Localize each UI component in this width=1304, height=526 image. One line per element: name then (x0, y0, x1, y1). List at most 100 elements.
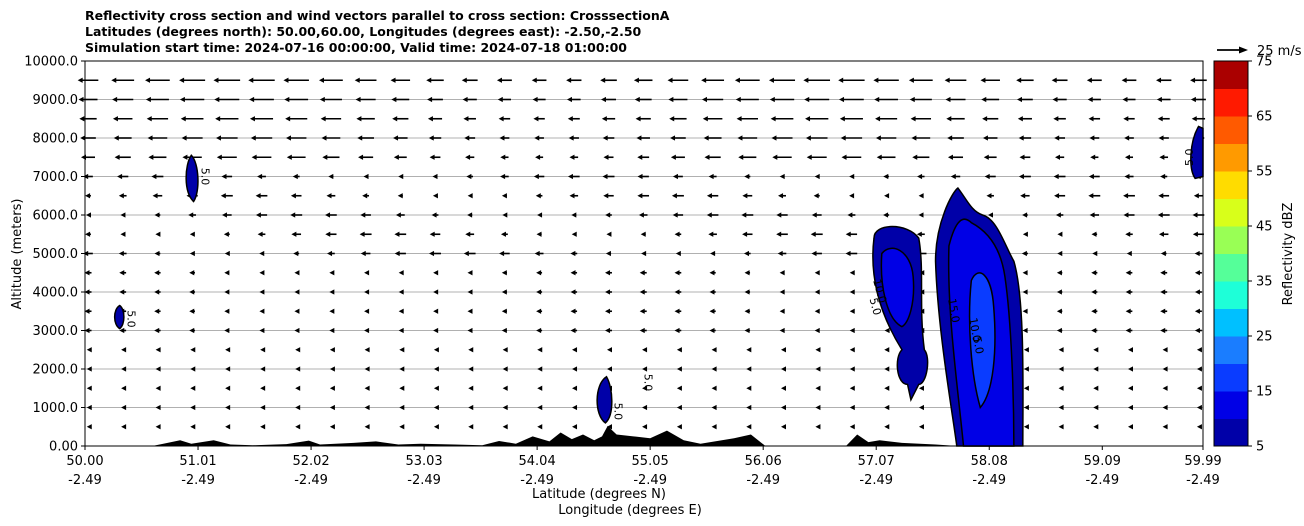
wind-vector-arrow (85, 231, 91, 237)
wind-vector-arrow (1194, 270, 1202, 276)
x-axis-label-longitude: Longitude (degrees E) (558, 503, 702, 518)
wind-vector-arrow (1020, 193, 1030, 199)
wind-vector-arrow (1093, 385, 1099, 391)
wind-vector-arrow (803, 77, 831, 83)
wind-vector-arrow (190, 424, 196, 430)
wind-vector-arrow (502, 404, 508, 411)
wind-vector-arrow (884, 347, 890, 353)
colorbar-tick-label-1: 15 (1256, 385, 1273, 400)
wind-vector-arrow (463, 116, 476, 122)
wind-vector-arrow (1018, 135, 1032, 141)
wind-vector-arrow (393, 154, 407, 160)
wind-vector-arrow (501, 270, 507, 276)
wind-vector-arrow (738, 154, 757, 160)
wind-vector-arrow (781, 404, 786, 411)
wind-vector-arrow (779, 289, 785, 295)
wind-vector-arrow (468, 347, 474, 353)
wind-vector-arrow (294, 308, 300, 314)
wind-vector-arrow (497, 96, 512, 103)
wind-vector-arrow (85, 212, 91, 218)
wind-vector-arrow (224, 308, 230, 314)
wind-vector-arrow (1162, 385, 1168, 391)
wind-vector-arrow (294, 270, 300, 276)
wind-vector-arrow (675, 250, 681, 257)
wind-vector-arrow (806, 154, 827, 160)
wind-vector-arrow (601, 96, 616, 103)
wind-vector-arrow (1091, 308, 1098, 314)
wind-vector-arrow (909, 96, 932, 103)
wind-vector-arrow (362, 193, 370, 199)
wind-vector-arrow (84, 308, 92, 314)
wind-vector-arrow (814, 173, 820, 180)
wind-vector-arrow (1021, 250, 1028, 257)
y-tick-label-9: 9000.0 (33, 93, 79, 108)
wind-vector-arrow (572, 424, 578, 430)
wind-vector-arrow (295, 424, 301, 430)
wind-vector-arrow (815, 404, 821, 411)
wind-vector-arrow (706, 193, 719, 199)
wind-vector-arrow (83, 173, 93, 180)
wind-vector-arrow (776, 212, 788, 218)
wind-vector-arrow (605, 250, 612, 257)
wind-vector-arrow (1022, 231, 1028, 237)
wind-vector-arrow (805, 135, 828, 141)
wind-vector-arrow (779, 173, 785, 180)
wind-vector-arrow (248, 77, 275, 83)
wind-vector-arrow (669, 116, 687, 122)
wind-vector-arrow (769, 96, 795, 103)
wind-vector-arrow (642, 347, 648, 353)
wind-vector-arrow (468, 404, 474, 411)
x-tick-lon-label-8: -2.49 (972, 473, 1006, 488)
wind-vector-arrow (536, 270, 543, 276)
wind-vector-arrow (779, 308, 785, 314)
wind-vector-arrow (1086, 77, 1102, 83)
wind-vector-arrow (145, 77, 170, 83)
wind-vector-arrow (259, 289, 265, 295)
wind-vector-arrow (849, 424, 855, 430)
wind-vector-arrow (1194, 327, 1202, 334)
wind-vector-arrow (672, 173, 683, 180)
wind-vector-arrow (918, 404, 924, 411)
wind-vector-arrow (1088, 116, 1101, 122)
wind-vector-arrow (329, 366, 335, 372)
wind-vector-arrow (112, 116, 133, 122)
wind-vector-arrow (603, 193, 614, 199)
wind-vector-arrow (498, 116, 511, 122)
wind-vector-arrow (462, 96, 477, 103)
wind-vector-arrow (639, 289, 647, 295)
wind-vector-arrow (876, 154, 896, 160)
wind-vector-arrow (849, 270, 855, 276)
wind-vector-arrow (1121, 77, 1137, 83)
wind-vector-arrow (190, 385, 196, 391)
wind-vector-arrow (225, 424, 231, 430)
wind-vector-arrow (1091, 231, 1098, 237)
wind-vector-arrow (671, 193, 684, 199)
wind-vector-arrow (1056, 327, 1063, 334)
wind-vector-arrow (119, 270, 127, 276)
wind-vector-arrow (1128, 347, 1133, 353)
wind-vector-arrow (320, 116, 342, 122)
wind-vector-arrow (668, 96, 688, 103)
wind-vector-arrow (496, 77, 512, 83)
wind-vector-arrow (815, 424, 821, 430)
wind-vector-arrow (259, 308, 265, 314)
wind-vector-arrow (502, 385, 508, 391)
wind-vector-arrow (567, 173, 580, 180)
wind-vector-arrow (605, 212, 612, 218)
wind-vector-arrow (327, 250, 335, 257)
x-tick-lon-label-4: -2.49 (520, 473, 554, 488)
wind-vector-arrow (467, 193, 473, 199)
wind-vector-arrow (781, 385, 786, 391)
wind-vector-arrow (319, 96, 342, 103)
wind-vector-arrow (285, 116, 308, 122)
wind-vector-arrow (120, 212, 126, 218)
wind-vector-arrow (603, 154, 614, 160)
wind-vector-arrow (746, 404, 752, 411)
wind-vector-arrow (1126, 250, 1132, 257)
wind-vector-arrow (744, 308, 751, 314)
wind-vector-arrow (709, 308, 716, 314)
wind-vector-arrow (811, 212, 822, 218)
wind-vector-arrow (639, 327, 647, 334)
wind-vector-arrow (602, 173, 615, 180)
wind-vector-arrow (214, 96, 240, 103)
